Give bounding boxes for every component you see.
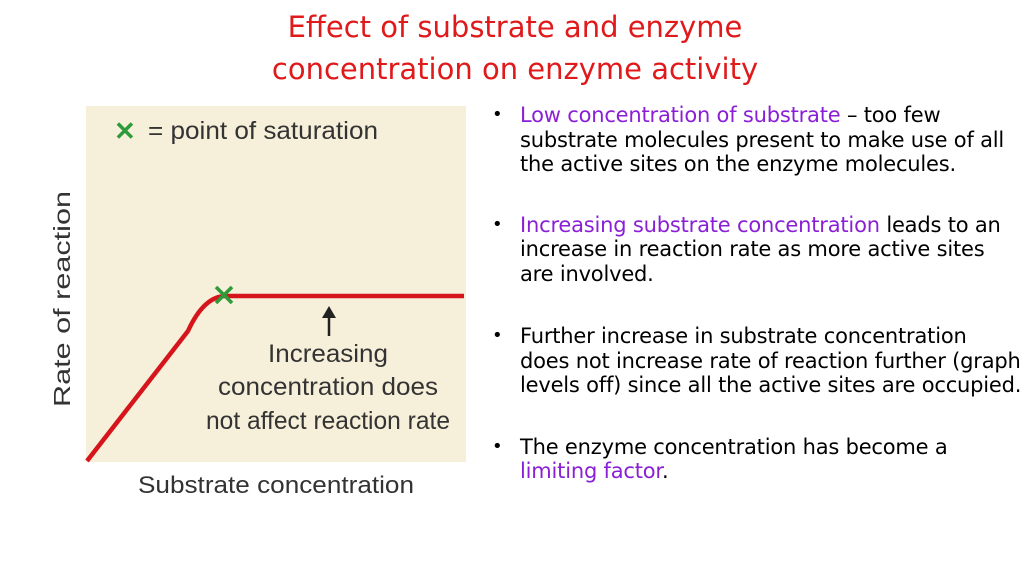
annotation-line-1: Increasing — [268, 340, 388, 368]
saturation-graph-svg: ✕ = point of saturation Rate of reaction… — [49, 106, 466, 499]
bullet-item-increasing-substrate: • Increasing substrate concentration lead… — [486, 213, 1022, 287]
saturation-graph: ✕ = point of saturation Rate of reaction… — [40, 104, 470, 514]
bullet-icon: • — [492, 325, 503, 346]
saturation-point-marker — [214, 285, 234, 305]
up-arrow-icon — [322, 306, 336, 336]
bullet-icon: • — [492, 435, 503, 457]
bullet-item-low-concentration: • Low concentration of substrate – too fe… — [486, 103, 1022, 177]
annotation-line-2: concentration does — [218, 373, 438, 401]
legend-label: = point of saturation — [148, 117, 378, 145]
bullet-text: The enzyme concentration has become a — [520, 434, 948, 459]
bullet-highlight: limiting factor — [520, 459, 662, 483]
bullet-item-limiting-factor: • The enzyme concentration has become a l… — [486, 435, 1022, 484]
bullet-list: • Low concentration of substrate – too fe… — [486, 103, 1022, 520]
bullet-highlight: Low concentration of substrate — [520, 103, 841, 127]
x-axis-label: Substrate concentration — [138, 472, 414, 499]
bullet-icon: • — [492, 104, 503, 125]
bullet-tail: . — [661, 459, 669, 483]
annotation-line-3: not affect reaction rate — [206, 407, 450, 435]
bullet-item-further-increase: • Further increase in substrate concentra… — [486, 324, 1022, 398]
bullet-icon: • — [492, 213, 503, 235]
title-line-2: concentration on enzyme activity — [271, 52, 759, 86]
bullet-text: leads to an increase in reaction rate as… — [520, 212, 1001, 286]
bullet-text: Further increase in substrate concentrat… — [520, 324, 1022, 397]
slide-title: Effect of substrate and enzyme concentra… — [200, 6, 830, 90]
y-axis-label: Rate of reaction — [49, 191, 75, 407]
saturation-marker-legend-icon: ✕ — [114, 116, 136, 146]
title-line-1: Effect of substrate and enzyme — [287, 10, 743, 44]
plot-area — [86, 106, 466, 462]
bullet-text: – too few substrate molecules present to… — [520, 103, 1005, 176]
bullet-highlight: Increasing substrate concentration — [520, 212, 880, 237]
